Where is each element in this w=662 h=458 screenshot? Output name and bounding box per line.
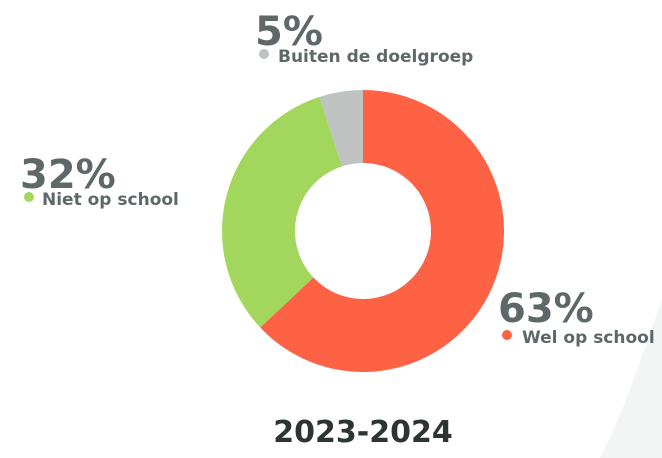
value-label: 5% (255, 9, 323, 55)
category-label: Wel op school (522, 328, 655, 348)
donut-segment (221, 96, 342, 328)
background-shape (600, 300, 662, 458)
value-label: 63% (498, 286, 594, 332)
category-label: Niet op school (42, 190, 179, 210)
legend-dot (24, 192, 34, 202)
category-label: Buiten de doelgroep (278, 47, 473, 67)
legend-dot (502, 330, 512, 340)
donut-segment (260, 90, 504, 373)
legend-dot (259, 49, 269, 59)
value-label: 32% (20, 152, 116, 198)
chart-title: 2023-2024 (273, 415, 452, 450)
donut-segment (319, 90, 363, 167)
